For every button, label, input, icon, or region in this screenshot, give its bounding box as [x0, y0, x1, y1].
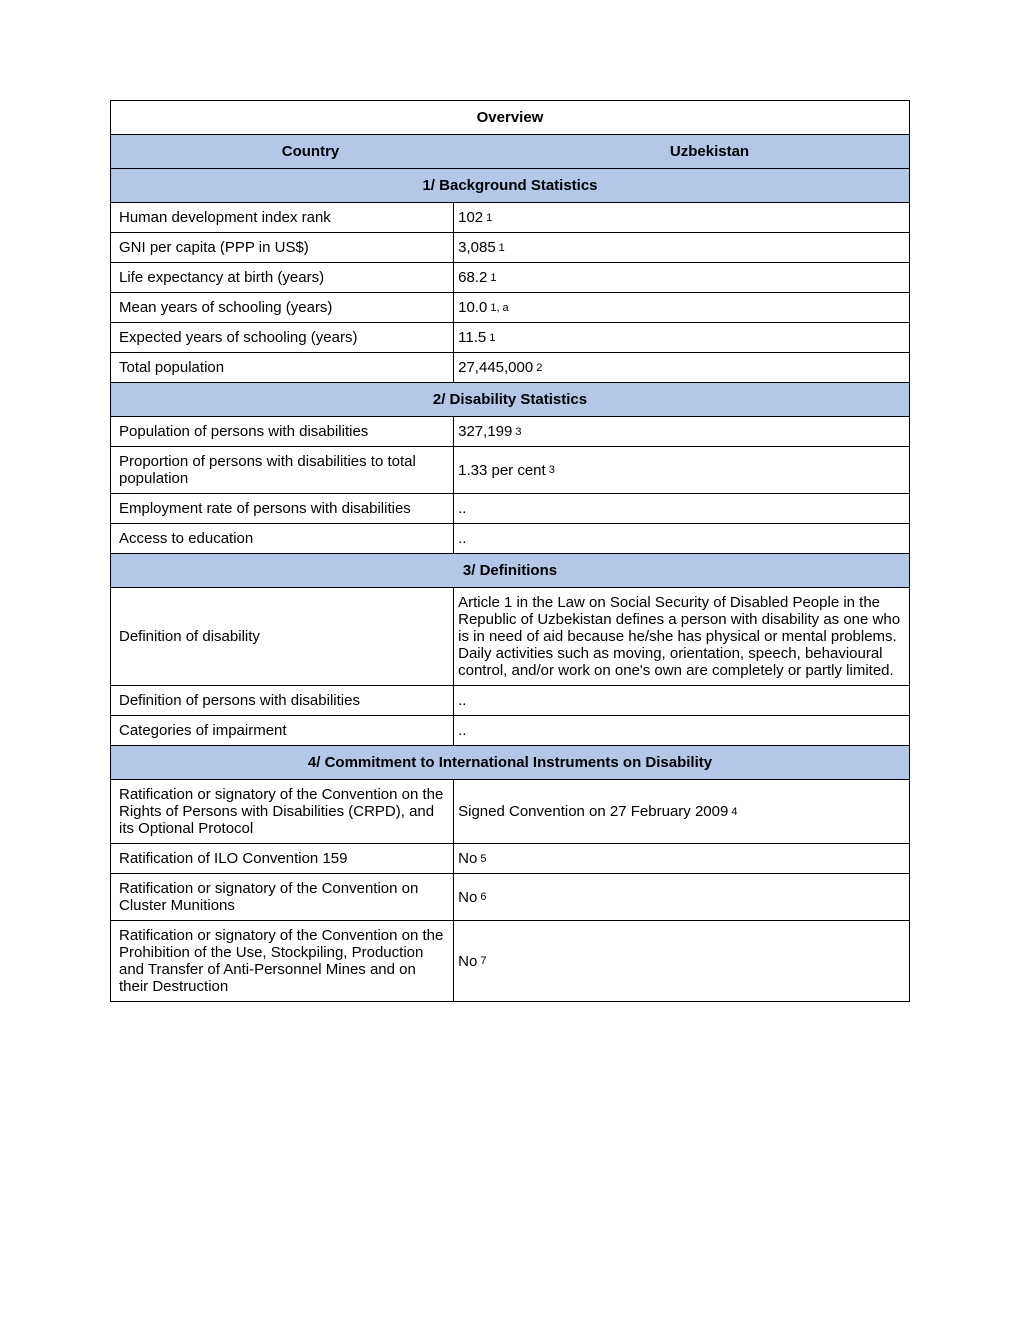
value-text: ..	[458, 500, 466, 517]
reference-note: 4	[731, 806, 737, 818]
reference-note: 6	[480, 891, 486, 903]
row-label: Employment rate of persons with disabili…	[111, 494, 454, 523]
reference-note: 7	[480, 955, 486, 967]
table-title: Overview	[111, 101, 909, 134]
table-row: Definition of persons with disabilities.…	[111, 686, 909, 716]
row-label: GNI per capita (PPP in US$)	[111, 233, 454, 262]
row-value: 10.01, a	[454, 293, 909, 322]
table-row: Ratification or signatory of the Convent…	[111, 921, 909, 1001]
row-label: Ratification or signatory of the Convent…	[111, 780, 454, 843]
reference-note: 3	[515, 426, 521, 438]
value-text: Signed Convention on 27 February 2009	[458, 803, 728, 820]
table-row: Employment rate of persons with disabili…	[111, 494, 909, 524]
row-value: ..	[454, 524, 909, 553]
row-value: 68.21	[454, 263, 909, 292]
table-row: Access to education..	[111, 524, 909, 554]
row-label: Access to education	[111, 524, 454, 553]
row-label: Ratification or signatory of the Convent…	[111, 874, 454, 920]
row-label: Definition of persons with disabilities	[111, 686, 454, 715]
row-label: Population of persons with disabilities	[111, 417, 454, 446]
value-text: No	[458, 953, 477, 970]
table-row: Human development index rank1021	[111, 203, 909, 233]
row-label: Proportion of persons with disabilities …	[111, 447, 454, 493]
row-label: Life expectancy at birth (years)	[111, 263, 454, 292]
section-header: 4/ Commitment to International Instrumen…	[111, 746, 909, 779]
row-value: No5	[454, 844, 909, 873]
row-label: Categories of impairment	[111, 716, 454, 745]
row-value: 27,445,0002	[454, 353, 909, 382]
row-value: Signed Convention on 27 February 20094	[454, 780, 909, 843]
reference-note: 1	[489, 332, 495, 344]
row-label: Ratification of ILO Convention 159	[111, 844, 454, 873]
reference-note: 2	[536, 362, 542, 374]
row-value: 1.33 per cent3	[454, 447, 909, 493]
reference-note: 5	[480, 853, 486, 865]
row-value: ..	[454, 494, 909, 523]
row-value: Article 1 in the Law on Social Security …	[454, 588, 909, 685]
table-row: Categories of impairment..	[111, 716, 909, 746]
row-value: No7	[454, 921, 909, 1001]
table-row: Ratification or signatory of the Convent…	[111, 874, 909, 921]
row-value: 11.51	[454, 323, 909, 352]
value-text: 10.0	[458, 299, 487, 316]
section-header: 3/ Definitions	[111, 554, 909, 587]
value-text: ..	[458, 692, 466, 709]
row-value: ..	[454, 716, 909, 745]
row-label: Human development index rank	[111, 203, 454, 232]
value-text: ..	[458, 722, 466, 739]
reference-note: 1	[490, 272, 496, 284]
value-text: No	[458, 850, 477, 867]
row-value: ..	[454, 686, 909, 715]
value-text: Article 1 in the Law on Social Security …	[458, 594, 905, 679]
reference-note: 3	[549, 464, 555, 476]
row-value: 327,1993	[454, 417, 909, 446]
section-header: 1/ Background Statistics	[111, 169, 909, 202]
reference-note: 1	[499, 242, 505, 254]
value-text: ..	[458, 530, 466, 547]
table-row: Population of persons with disabilities3…	[111, 417, 909, 447]
table-row: Mean years of schooling (years)10.01, a	[111, 293, 909, 323]
row-label: Mean years of schooling (years)	[111, 293, 454, 322]
section-header-row: 1/ Background Statistics	[111, 169, 909, 203]
row-label: Expected years of schooling (years)	[111, 323, 454, 352]
table-row: Ratification or signatory of the Convent…	[111, 780, 909, 844]
table-row: Life expectancy at birth (years)68.21	[111, 263, 909, 293]
row-value: 3,0851	[454, 233, 909, 262]
country-label: Country	[111, 135, 510, 168]
value-text: 327,199	[458, 423, 512, 440]
section-header-row: 4/ Commitment to International Instrumen…	[111, 746, 909, 780]
row-label: Definition of disability	[111, 588, 454, 685]
value-text: 1.33 per cent	[458, 462, 546, 479]
value-text: 11.5	[458, 329, 486, 346]
country-value: Uzbekistan	[510, 135, 909, 168]
table-row: Expected years of schooling (years)11.51	[111, 323, 909, 353]
row-label: Ratification or signatory of the Convent…	[111, 921, 454, 1001]
table-row: Ratification of ILO Convention 159No5	[111, 844, 909, 874]
value-text: 102	[458, 209, 483, 226]
value-text: 27,445,000	[458, 359, 533, 376]
country-row: Country Uzbekistan	[111, 135, 909, 169]
table-row: Proportion of persons with disabilities …	[111, 447, 909, 494]
value-text: 3,085	[458, 239, 496, 256]
table-row: GNI per capita (PPP in US$)3,0851	[111, 233, 909, 263]
row-label: Total population	[111, 353, 454, 382]
section-header: 2/ Disability Statistics	[111, 383, 909, 416]
reference-note: 1, a	[490, 302, 508, 314]
reference-note: 1	[486, 212, 492, 224]
row-value: No6	[454, 874, 909, 920]
value-text: 68.2	[458, 269, 487, 286]
value-text: No	[458, 889, 477, 906]
row-value: 1021	[454, 203, 909, 232]
table-row: Definition of disabilityArticle 1 in the…	[111, 588, 909, 686]
section-header-row: 2/ Disability Statistics	[111, 383, 909, 417]
title-row: Overview	[111, 101, 909, 135]
table-row: Total population27,445,0002	[111, 353, 909, 383]
section-header-row: 3/ Definitions	[111, 554, 909, 588]
overview-table: Overview Country Uzbekistan 1/ Backgroun…	[110, 100, 910, 1002]
